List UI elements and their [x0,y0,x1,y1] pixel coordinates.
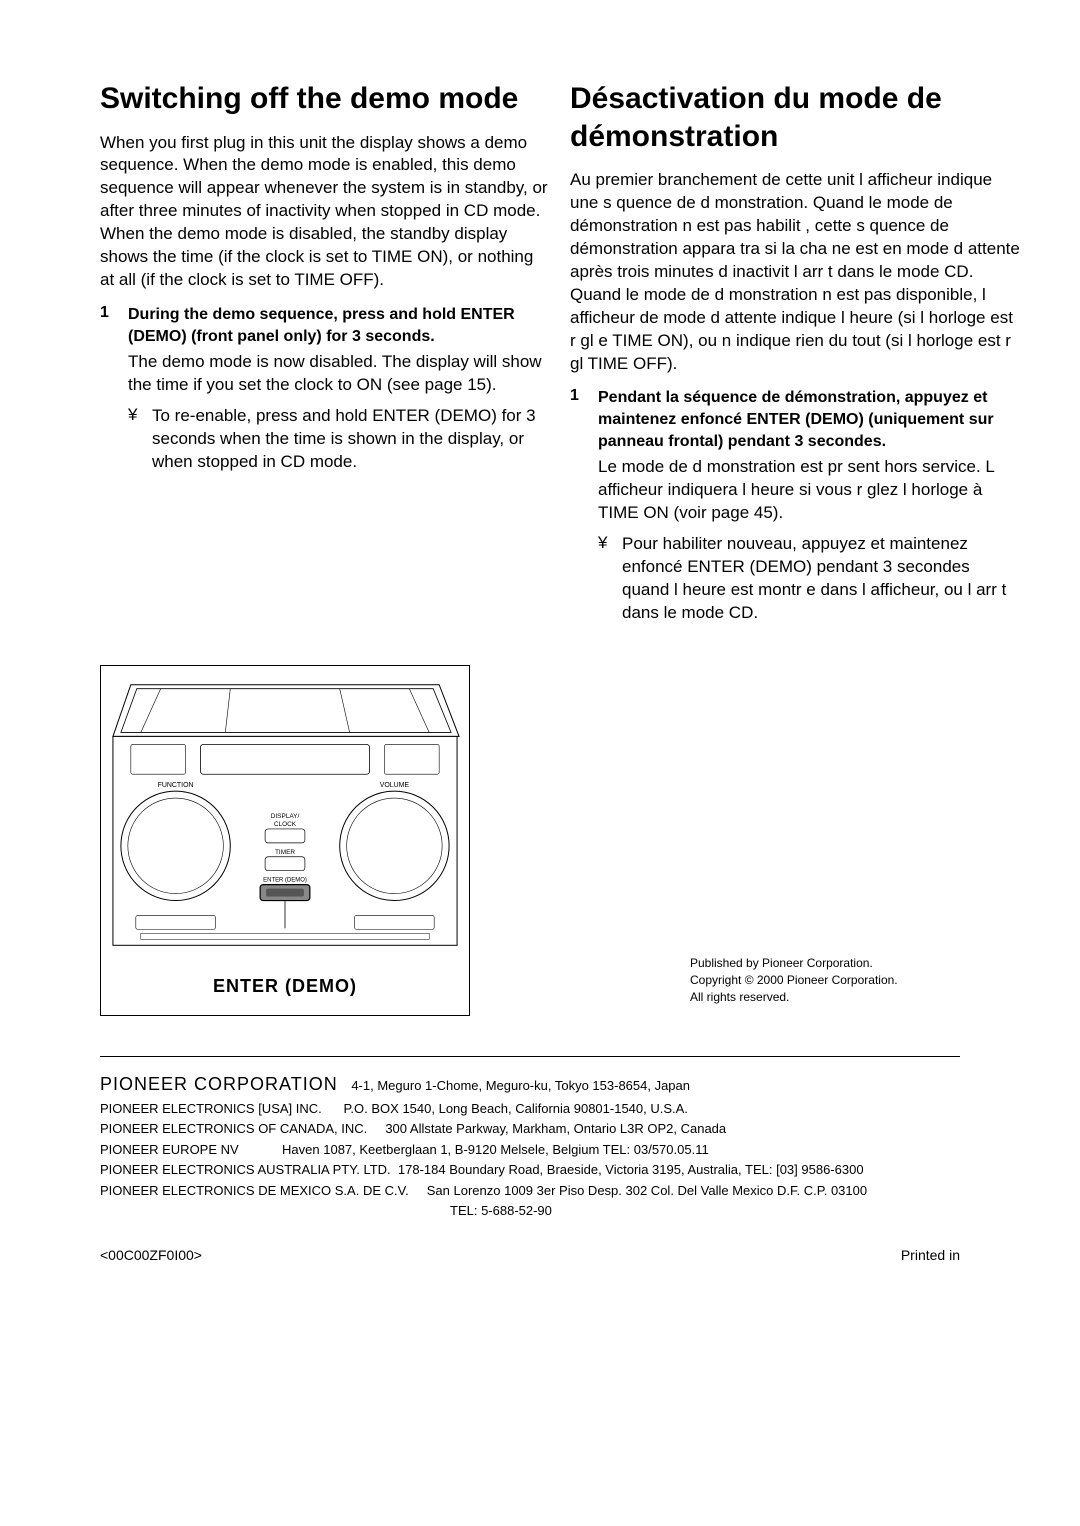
corp-main-addr: 4-1, Meguro 1-Chome, Meguro-ku, Tokyo 15… [351,1078,690,1093]
step-body: Pendant la séquence de démonstration, ap… [598,387,1020,624]
step-title-fr: Pendant la séquence de démonstration, ap… [598,387,1020,452]
rights-line: All rights reserved. [690,989,898,1006]
bullet-fr: ¥ Pour habiliter nouveau, appuyez et mai… [598,533,1020,625]
display-clock-label2: CLOCK [274,821,297,828]
device-diagram: FUNCTION VOLUME DISPLAY/ CLOCK TIMER ENT… [100,665,470,1016]
step-title-en: During the demo sequence, press and hold… [128,304,550,347]
corp-australia: PIONEER ELECTRONICS AUSTRALIA PTY. LTD. … [100,1160,1020,1180]
doc-code: <00C00ZF0I00> [100,1247,202,1263]
copyright-line: Copyright © 2000 Pioneer Corporation. [690,972,898,989]
corp-europe: PIONEER EUROPE NV Haven 1087, Keetbergla… [100,1140,1020,1160]
corp-main-line: PIONEER CORPORATION 4-1, Meguro 1-Chome,… [100,1071,1020,1098]
step-text-en: The demo mode is now disabled. The displ… [128,351,550,397]
bullet-symbol: ¥ [598,533,612,625]
step-text-fr: Le mode de d monstration est pr sent hor… [598,456,1020,525]
bullet-symbol: ¥ [128,405,142,474]
publish-line: Published by Pioneer Corporation. [690,955,898,972]
volume-label: VOLUME [380,782,410,789]
content-columns: Switching off the demo mode When you fir… [100,80,1020,625]
title-en: Switching off the demo mode [100,80,550,118]
corp-mexico-tel: TEL: 5-688-52-90 [100,1201,1020,1221]
bottom-row: <00C00ZF0I00> Printed in [100,1247,960,1263]
printed-in: Printed in [901,1247,960,1263]
device-illustration: FUNCTION VOLUME DISPLAY/ CLOCK TIMER ENT… [101,666,469,966]
corporate-addresses: PIONEER CORPORATION 4-1, Meguro 1-Chome,… [100,1071,1020,1221]
diagram-caption: ENTER (DEMO) [101,966,469,1015]
bullet-text-fr: Pour habiliter nouveau, appuyez et maint… [622,533,1020,625]
french-column: Désactivation du mode de démonstration A… [560,80,1020,625]
corp-usa: PIONEER ELECTRONICS [USA] INC. P.O. BOX … [100,1099,1020,1119]
enter-demo-label: ENTER (DEMO) [263,877,307,883]
section-divider [100,1056,960,1057]
diagram-row: FUNCTION VOLUME DISPLAY/ CLOCK TIMER ENT… [100,665,1020,1016]
function-label: FUNCTION [158,782,194,789]
step-number: 1 [100,304,114,474]
english-column: Switching off the demo mode When you fir… [100,80,560,625]
intro-fr: Au premier branchement de cette unit l a… [570,169,1020,375]
timer-label: TIMER [275,849,295,856]
step-number: 1 [570,387,584,624]
step-fr: 1 Pendant la séquence de démonstration, … [570,387,1020,624]
publish-info: Published by Pioneer Corporation. Copyri… [690,955,898,1005]
step-en: 1 During the demo sequence, press and ho… [100,304,550,474]
corp-mexico: PIONEER ELECTRONICS DE MEXICO S.A. DE C.… [100,1181,1020,1201]
bullet-text-en: To re-enable, press and hold ENTER (DEMO… [152,405,550,474]
corp-main-name: PIONEER CORPORATION [100,1074,338,1094]
title-fr: Désactivation du mode de démonstration [570,80,1020,155]
corp-canada: PIONEER ELECTRONICS OF CANADA, INC. 300 … [100,1119,1020,1139]
bullet-en: ¥ To re-enable, press and hold ENTER (DE… [128,405,550,474]
display-clock-label: DISPLAY/ [271,813,300,820]
intro-en: When you first plug in this unit the dis… [100,132,550,293]
step-body: During the demo sequence, press and hold… [128,304,550,474]
